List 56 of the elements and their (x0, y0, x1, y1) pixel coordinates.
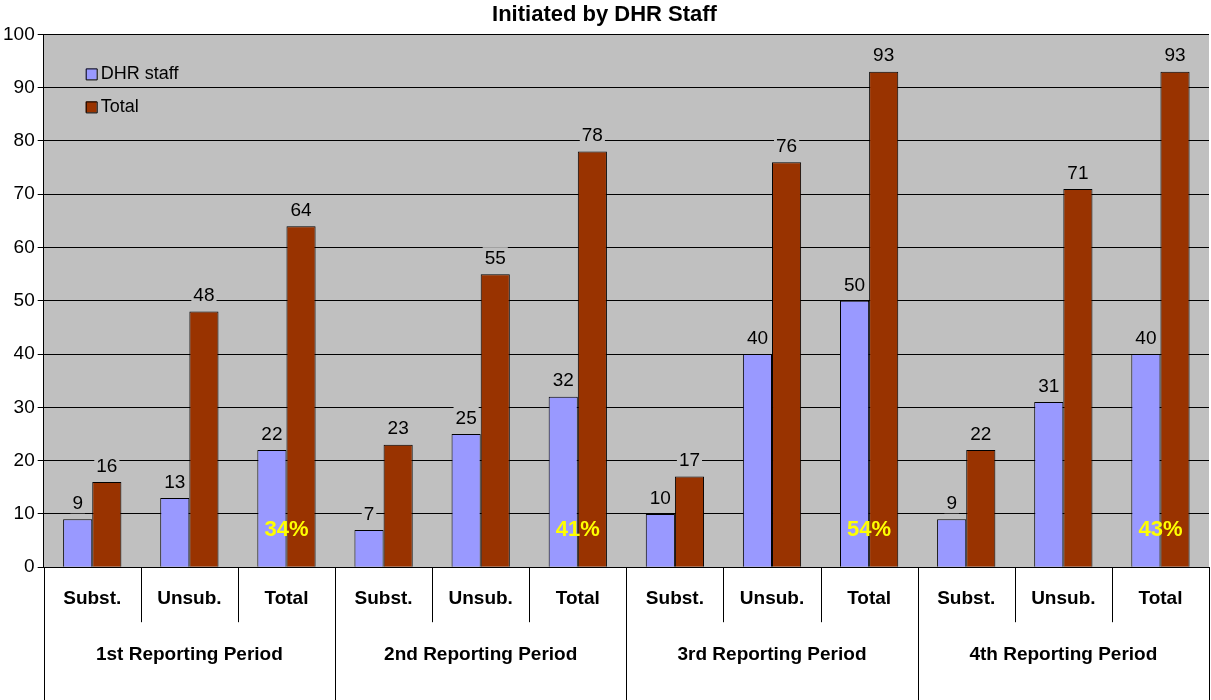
data-label: 78 (581, 124, 603, 146)
y-tick-label: 0 (24, 555, 35, 577)
data-label: 50 (843, 273, 866, 295)
text: 1st Reporting Period (95, 643, 283, 665)
data-label: 48 (193, 284, 215, 306)
chart-title: Initiated by DHR Staff (492, 1, 718, 27)
x-tick-label: Subst. (354, 586, 413, 608)
data-label: 7 (363, 502, 375, 524)
data-label: 13 (164, 470, 186, 492)
legend-label: Total (100, 96, 139, 117)
y-tick-label: 60 (13, 235, 35, 257)
y-tick-label: 50 (13, 289, 35, 311)
text: 4th Reporting Period (969, 643, 1158, 665)
y-tick-label: 90 (13, 75, 35, 97)
data-label: 23 (387, 417, 409, 439)
text: 3rd Reporting Period (677, 643, 867, 665)
data-label: 16 (96, 454, 118, 476)
data-label: 32 (552, 369, 574, 391)
data-label: 93 (873, 44, 895, 66)
x-tick-label: Subst. (937, 586, 996, 608)
x-tick-label: Total (264, 586, 309, 608)
data-label: 64 (290, 198, 313, 220)
text: 2nd Reporting Period (384, 643, 578, 665)
legend-label: DHR staff (100, 63, 180, 84)
x-tick-label: Unsub. (448, 586, 513, 608)
data-label: 10 (649, 486, 671, 508)
data-label: 55 (484, 246, 506, 268)
x-tick-label: Total (555, 586, 600, 608)
x-tick-label: Total (847, 586, 892, 608)
x-tick-label: Unsub. (157, 586, 222, 608)
data-label: 40 (1135, 326, 1157, 348)
data-label: 22 (261, 422, 283, 444)
y-tick-label: 100 (3, 22, 35, 44)
y-tick-label: 80 (13, 129, 35, 151)
data-label: 93 (1164, 44, 1186, 66)
annotation: 34% (264, 516, 309, 542)
data-label: 40 (746, 326, 769, 348)
data-label: 9 (72, 491, 83, 513)
annotation: 43% (1138, 516, 1183, 542)
y-tick-label: 40 (13, 342, 35, 364)
y-tick-label: 70 (13, 182, 35, 204)
data-label: 25 (455, 406, 477, 428)
y-tick-label: 30 (13, 395, 35, 417)
data-label: 9 (946, 491, 957, 513)
x-tick-label: Unsub. (1031, 586, 1096, 608)
data-label: 31 (1038, 374, 1060, 396)
y-tick-label: 10 (13, 502, 35, 524)
x-tick-label: Unsub. (739, 586, 805, 608)
x-tick-label: Total (1138, 586, 1183, 608)
data-label: 17 (678, 449, 701, 471)
data-label: 22 (970, 422, 992, 444)
y-tick-label: 20 (13, 448, 35, 470)
data-label: 71 (1067, 161, 1089, 183)
x-tick-label: Subst. (645, 586, 704, 608)
data-label: 76 (776, 135, 798, 157)
x-tick-label: Subst. (63, 586, 122, 608)
